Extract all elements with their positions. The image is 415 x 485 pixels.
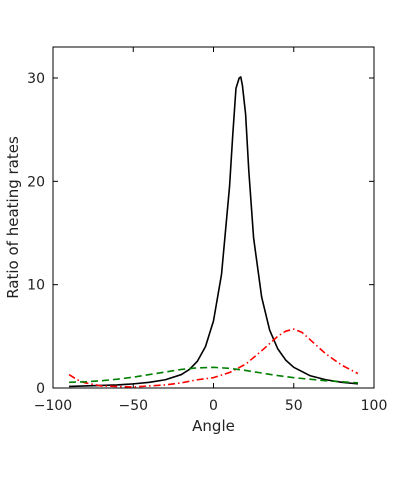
y-tick-label: 30 [27,71,45,87]
y-axis-label: Ratio of heating rates [4,136,22,299]
x-tick-label: −50 [118,398,148,414]
plot-frame [52,46,375,389]
y-tick-label: 0 [36,381,45,397]
series-line-1 [69,76,359,388]
x-tick-label: −100 [34,398,72,414]
x-tick-label: 100 [361,398,388,414]
x-tick-label: 50 [285,398,303,414]
y-tick-label: 10 [27,278,45,294]
x-axis-label: Angle [192,417,235,435]
series-line-2 [68,328,359,388]
series-line-3 [69,366,359,384]
y-tick-label: 20 [27,174,45,190]
series-group [68,76,359,388]
ticks [52,47,375,389]
x-tick-label: 0 [209,398,218,414]
tick-labels: −100 −50 0 50 100 0 10 20 30 [27,71,387,414]
